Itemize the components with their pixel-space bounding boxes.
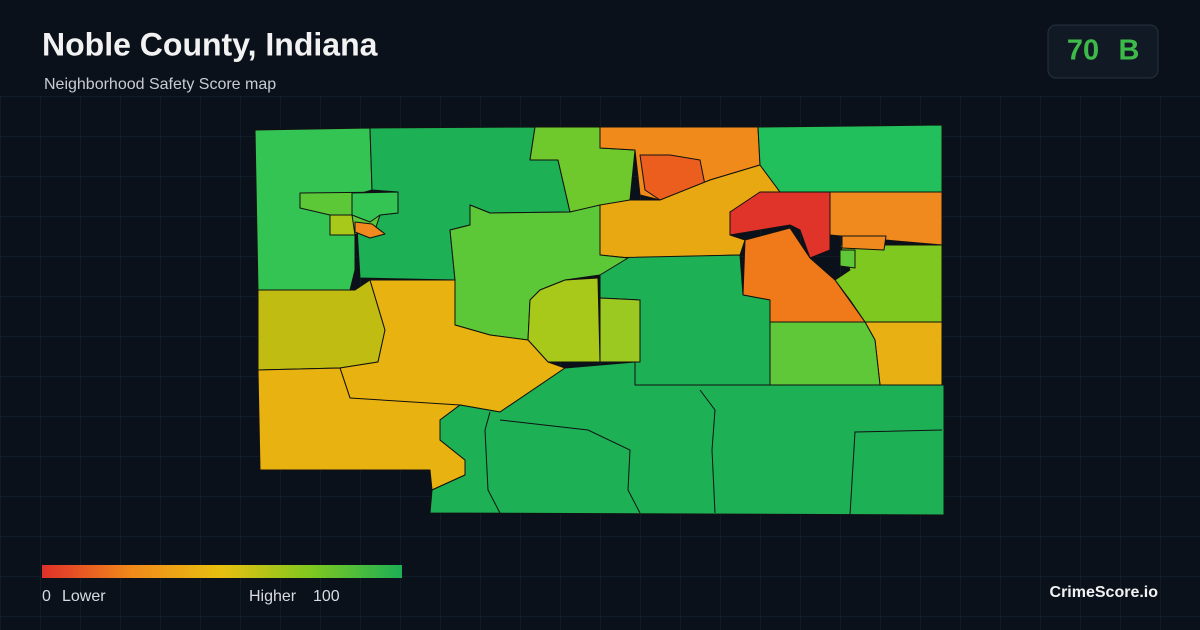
subtitle: Neighborhood Safety Score map (44, 76, 276, 93)
score-badge: 70 B (1047, 24, 1159, 79)
legend-min-label: Lower (62, 588, 106, 605)
region (829, 191, 943, 246)
score-box (1047, 24, 1159, 79)
legend-max: 100 (313, 588, 340, 605)
region-border (484, 411, 501, 514)
legend-max-label: Higher (249, 588, 297, 605)
region (257, 279, 386, 371)
region-border (499, 419, 641, 514)
region-border (699, 389, 716, 514)
legend-min: 0 (42, 588, 51, 605)
region (769, 321, 881, 386)
region (841, 235, 887, 251)
region (354, 221, 386, 239)
brand: CrimeScore.io (1050, 584, 1159, 601)
region (429, 361, 945, 516)
region (839, 249, 856, 269)
region (599, 297, 641, 363)
title: Noble County, Indiana (42, 26, 378, 62)
region (757, 124, 943, 193)
legend-gradient (42, 565, 402, 578)
county-map (254, 124, 945, 516)
score-value: 70 (1067, 35, 1099, 67)
region (527, 277, 601, 363)
score-grade: B (1119, 35, 1140, 67)
region-border (849, 429, 943, 516)
region (329, 214, 356, 236)
